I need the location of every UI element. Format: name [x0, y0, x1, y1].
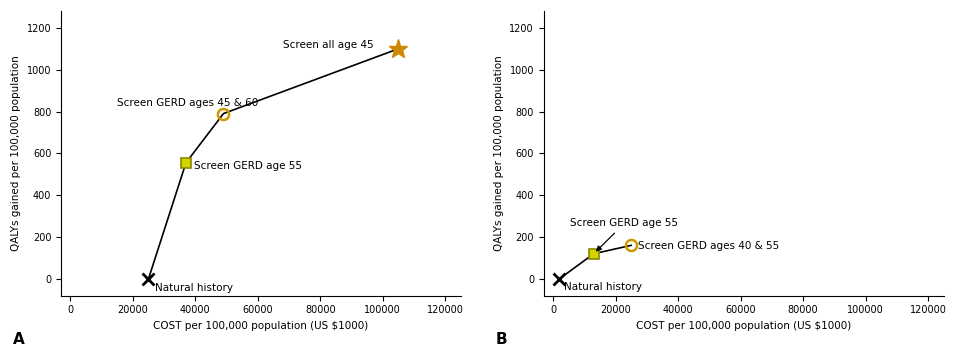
Text: Screen all age 45: Screen all age 45	[283, 40, 373, 49]
Text: Natural history: Natural history	[155, 283, 232, 293]
X-axis label: COST per 100,000 population (US $1000): COST per 100,000 population (US $1000)	[154, 321, 369, 331]
Text: Screen GERD ages 40 & 55: Screen GERD ages 40 & 55	[637, 241, 779, 251]
Text: A: A	[13, 332, 25, 347]
Text: Screen GERD age 55: Screen GERD age 55	[194, 161, 301, 171]
Text: B: B	[495, 332, 508, 347]
Y-axis label: QALYs gained per 100,000 population: QALYs gained per 100,000 population	[493, 56, 504, 251]
Text: Natural history: Natural history	[564, 282, 642, 292]
Text: Screen GERD ages 45 & 60: Screen GERD ages 45 & 60	[117, 98, 258, 108]
Y-axis label: QALYs gained per 100,000 population: QALYs gained per 100,000 population	[12, 56, 21, 251]
X-axis label: COST per 100,000 population (US $1000): COST per 100,000 population (US $1000)	[636, 321, 852, 331]
Text: Screen GERD age 55: Screen GERD age 55	[570, 218, 679, 251]
